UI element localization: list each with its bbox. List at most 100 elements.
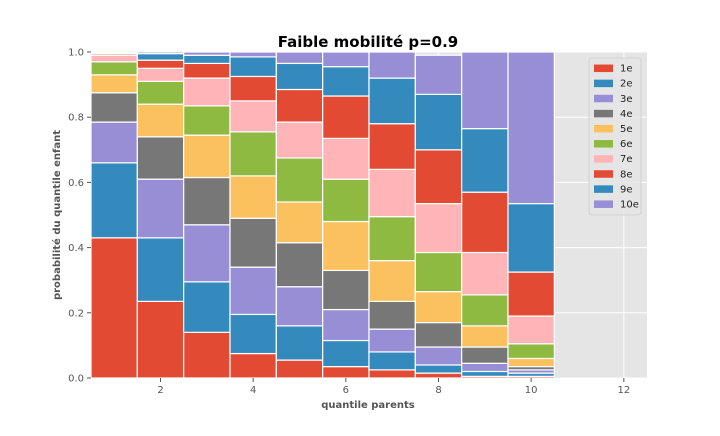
bar-segment <box>183 281 231 333</box>
bar-segment <box>322 51 370 68</box>
bar-segment <box>275 325 324 361</box>
legend-swatch <box>594 79 613 88</box>
bar-segment <box>414 346 463 366</box>
bar-segment <box>414 54 463 95</box>
x-tick-label: 10 <box>525 385 538 396</box>
bar-segment <box>90 237 138 379</box>
bar-segment <box>461 346 509 364</box>
legend: 1e 2e 3e 4e 5e 6e 7e 8e 9e 10e <box>588 57 642 216</box>
bar-segment <box>414 291 463 324</box>
y-tick-label: 0.6 <box>68 178 84 189</box>
bar-segment <box>414 372 463 379</box>
bar-segment <box>136 59 185 69</box>
bar-segment <box>229 352 277 379</box>
legend-swatch <box>594 200 613 208</box>
bar-segment <box>507 343 555 360</box>
bar-segment <box>461 325 509 348</box>
bar-segment <box>229 75 277 102</box>
bar-segment <box>414 251 463 293</box>
y-tick-label: 1.0 <box>68 48 84 59</box>
bar-segment <box>461 370 509 377</box>
legend-swatch <box>594 140 613 148</box>
y-tick-label: 0.2 <box>68 308 84 319</box>
bar-segment <box>183 54 231 65</box>
legend-label: 9e <box>620 184 633 195</box>
bar-segment <box>322 66 370 97</box>
bar-segment <box>368 51 416 79</box>
legend-swatch <box>594 185 613 193</box>
bar-segment <box>183 77 231 107</box>
x-tick-label: 12 <box>617 385 630 396</box>
bar-segment <box>368 300 416 330</box>
bar-segment <box>461 51 509 130</box>
bar-segment <box>368 123 416 170</box>
bar-segment <box>368 328 416 353</box>
bar-segment <box>275 242 324 288</box>
bar-segment <box>414 364 463 374</box>
bar-segment <box>275 51 324 65</box>
bar-segment <box>368 260 416 302</box>
bar-segment <box>461 362 509 373</box>
bar-segment <box>90 51 138 54</box>
bar-segment <box>322 137 370 180</box>
chart-title: Faible mobilité p=0.9 <box>278 33 458 51</box>
bar-segment <box>90 74 138 94</box>
bar-segment <box>322 308 370 342</box>
bar-segment <box>275 88 324 123</box>
bar-segment <box>507 271 555 317</box>
x-tick-label: 2 <box>157 385 163 396</box>
bar-segment <box>507 202 555 273</box>
bar-segment <box>461 128 509 193</box>
bar-segment <box>136 80 185 105</box>
bar-segment <box>229 100 277 133</box>
bar-segment <box>183 134 231 179</box>
bar-segment <box>507 357 555 368</box>
bar-segment <box>414 149 463 205</box>
bar-segment <box>368 369 416 379</box>
bar-segment <box>322 95 370 139</box>
y-tick-label: 0.4 <box>68 243 84 254</box>
legend-swatch <box>594 64 613 73</box>
bar-segment <box>90 162 138 239</box>
bar-segment <box>368 77 416 125</box>
bar-segment <box>90 54 138 63</box>
bar-segment <box>507 315 555 345</box>
legend-swatch <box>594 124 613 133</box>
bar-segment <box>90 121 138 164</box>
bar-segment <box>229 175 277 219</box>
legend-label: 6e <box>620 139 633 150</box>
bars <box>90 51 555 379</box>
bar-segment <box>275 157 324 203</box>
bar-segment <box>414 202 463 254</box>
bar-segment <box>322 365 370 379</box>
bar-segment <box>275 286 324 327</box>
bar-segment <box>322 220 370 272</box>
legend-label: 7e <box>620 154 633 165</box>
bar-segment <box>368 216 416 262</box>
bar-segment <box>461 251 509 296</box>
bar-segment <box>136 103 185 138</box>
bar-segment <box>136 178 185 239</box>
bar-segment <box>275 359 324 379</box>
legend-swatch <box>594 109 613 118</box>
y-tick-label: 0.8 <box>68 113 84 124</box>
bar-segment <box>322 269 370 311</box>
legend-swatch <box>594 94 613 103</box>
bar-segment <box>183 62 231 79</box>
axis-ticks: 0.0 0.2 0.4 0.6 0.8 1.0 2 4 6 8 10 12 <box>68 48 630 397</box>
legend-label: 2e <box>620 79 633 90</box>
x-tick-label: 4 <box>250 385 256 396</box>
y-axis-label: probabilité du quantile enfant <box>51 130 63 300</box>
bar-segment <box>229 217 277 268</box>
bar-segment <box>414 321 463 348</box>
bar-segment <box>461 191 509 254</box>
bar-segment <box>136 136 185 180</box>
legend-label: 1e <box>620 64 633 75</box>
bar-segment <box>322 178 370 223</box>
bar-segment <box>507 51 555 205</box>
bar-segment <box>90 61 138 76</box>
bar-segment <box>229 56 277 78</box>
bar-segment <box>229 51 277 58</box>
bar-segment <box>183 331 231 379</box>
